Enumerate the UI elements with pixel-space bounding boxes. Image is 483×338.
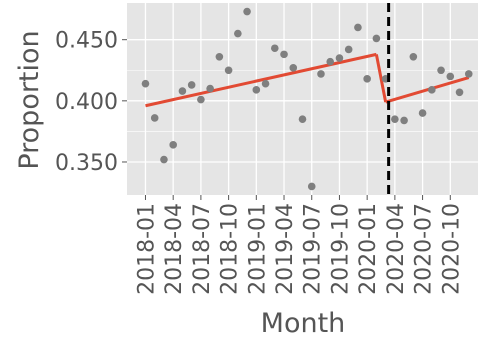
x-axis-title: Month bbox=[261, 308, 346, 338]
data-point bbox=[289, 64, 298, 72]
data-point bbox=[280, 50, 288, 59]
data-point bbox=[391, 115, 399, 123]
data-point bbox=[178, 87, 187, 95]
data-point bbox=[197, 95, 205, 104]
x-tick-label: 2018-07 bbox=[190, 203, 215, 295]
data-point bbox=[354, 23, 362, 32]
data-point bbox=[141, 79, 150, 88]
x-tick-label: 2020-10 bbox=[439, 203, 464, 295]
data-point bbox=[400, 116, 408, 125]
data-point bbox=[428, 86, 436, 94]
x-tick-label: 2020-07 bbox=[412, 203, 437, 295]
x-tick-label: 2019-01 bbox=[245, 203, 270, 295]
data-point bbox=[326, 57, 335, 66]
data-point bbox=[224, 66, 233, 75]
data-point bbox=[363, 75, 371, 83]
trend-line bbox=[374, 54, 388, 103]
x-tick-label: 2020-01 bbox=[356, 203, 381, 295]
data-point bbox=[455, 88, 464, 97]
data-point bbox=[252, 86, 261, 94]
data-point bbox=[187, 81, 196, 89]
y-axis: 0.350 0.400 0.450 bbox=[55, 29, 127, 176]
x-tick-label: 2018-10 bbox=[218, 203, 243, 295]
y-tick-label: 0.450 bbox=[55, 29, 118, 54]
data-point bbox=[215, 53, 224, 61]
data-point bbox=[464, 70, 473, 78]
x-tick-label: 2019-04 bbox=[273, 203, 298, 295]
data-point bbox=[409, 53, 418, 61]
x-tick-label: 2018-01 bbox=[134, 203, 159, 295]
x-tick-label: 2019-07 bbox=[301, 203, 326, 295]
data-point bbox=[270, 44, 279, 53]
trend-line bbox=[145, 52, 377, 108]
plot-panel bbox=[127, 3, 478, 195]
x-tick-label: 2020-04 bbox=[384, 203, 409, 295]
data-point bbox=[317, 70, 325, 78]
y-axis-title: Proportion bbox=[14, 30, 45, 169]
data-point bbox=[446, 72, 455, 81]
x-tick-label: 2018-04 bbox=[162, 203, 187, 295]
data-point bbox=[243, 7, 251, 16]
y-tick-label: 0.400 bbox=[55, 90, 118, 115]
trend-line bbox=[385, 76, 470, 104]
data-point bbox=[206, 84, 214, 93]
trend-lines bbox=[145, 52, 470, 108]
data-point bbox=[437, 66, 445, 75]
x-axis: 2018-01 2018-04 2018-07 2018-10 2019-01 2019-… bbox=[134, 195, 464, 295]
data-point bbox=[234, 29, 242, 38]
data-point bbox=[418, 109, 427, 117]
data-point bbox=[261, 79, 270, 88]
data-point bbox=[150, 114, 159, 122]
data-point bbox=[344, 45, 353, 54]
data-point bbox=[298, 115, 307, 123]
data-point bbox=[307, 182, 316, 191]
data-point bbox=[372, 34, 381, 43]
data-point bbox=[335, 54, 344, 62]
data-points bbox=[141, 7, 473, 191]
data-point bbox=[169, 141, 177, 149]
y-tick-label: 0.350 bbox=[55, 151, 118, 176]
data-point bbox=[160, 155, 168, 164]
x-tick-label: 2019-10 bbox=[328, 203, 353, 295]
